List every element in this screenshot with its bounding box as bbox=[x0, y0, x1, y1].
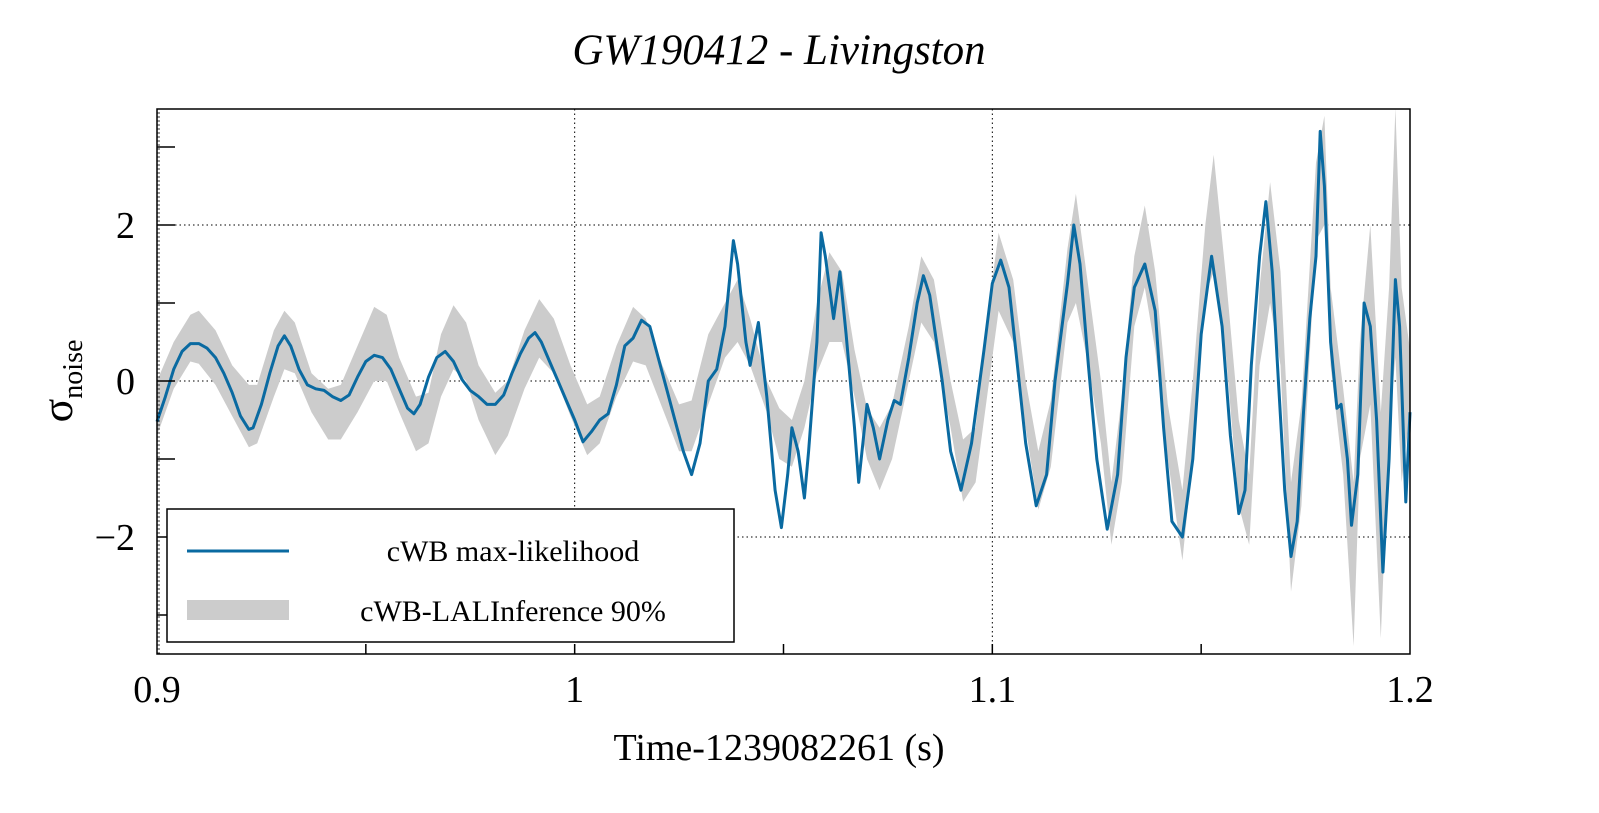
legend-label-line: cWB max-likelihood bbox=[387, 535, 639, 568]
y-tick-label: −2 bbox=[95, 517, 135, 559]
grid bbox=[157, 109, 1410, 654]
x-tick-label: 1.2 bbox=[1386, 669, 1434, 711]
legend-band-swatch bbox=[187, 600, 289, 620]
waveform-line bbox=[155, 129, 1412, 574]
y-axis-label-subscript: noise bbox=[58, 340, 89, 399]
x-axis-label: Time-1239082261 (s) bbox=[613, 727, 944, 769]
line-layer bbox=[155, 129, 1412, 574]
x-tick-label: 1 bbox=[565, 669, 584, 711]
y-axis-label: σ bbox=[33, 398, 82, 422]
chart-title: GW190412 - Livingston bbox=[572, 27, 985, 74]
y-axis-label-group: σnoise bbox=[33, 340, 89, 423]
x-tick-label: 1.1 bbox=[969, 669, 1017, 711]
legend: cWB max-likelihood cWB-LALInference 90% bbox=[166, 508, 735, 643]
x-tick-label: 0.9 bbox=[133, 669, 181, 711]
svg-text:σnoise: σnoise bbox=[33, 340, 89, 423]
legend-label-band: cWB-LALInference 90% bbox=[360, 595, 666, 628]
tick-labels: 0.9 1 1.1 1.2 −2 0 2 bbox=[95, 205, 1434, 711]
y-tick-label: 2 bbox=[116, 205, 135, 247]
y-tick-label: 0 bbox=[116, 361, 135, 403]
